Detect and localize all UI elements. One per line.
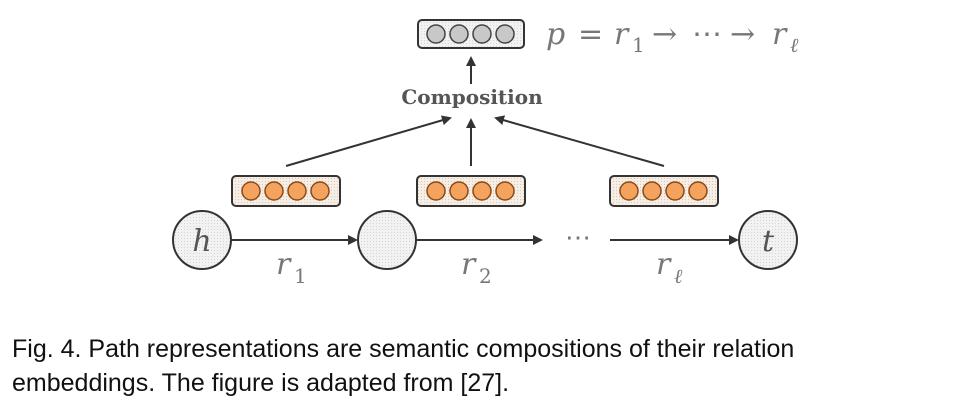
formula-p: p — [546, 17, 565, 52]
arrow-r1-to-composition — [285, 115, 452, 167]
formula-arrow-1: → — [652, 17, 677, 52]
composition-label: Composition — [401, 85, 543, 109]
edge-ellipsis: ⋯ — [565, 223, 591, 253]
node-tail-label: t — [762, 224, 775, 259]
formula-dots: ⋯ — [692, 17, 722, 52]
edge-r2-label: r — [461, 247, 477, 282]
caption-line-2: embeddings. The figure is adapted from [… — [12, 369, 510, 397]
caption-line-1: Fig. 4. Path representations are semanti… — [12, 335, 795, 363]
node-intermediate — [357, 210, 417, 270]
relation-embedding-rl — [609, 175, 719, 207]
formula-arrow-2: → — [730, 17, 755, 52]
node-head-label: h — [192, 224, 211, 259]
formula-equals: = — [578, 17, 603, 52]
path-formula: p = r 1 → ⋯ → r ℓ — [546, 17, 799, 57]
relation-embedding-r1 — [231, 175, 341, 207]
diagram-canvas: p = r 1 → ⋯ → r ℓ Composition — [172, 17, 799, 288]
formula-rl-sub: ℓ — [790, 33, 799, 57]
node-head: h — [172, 210, 232, 270]
relation-embedding-r2 — [416, 175, 526, 207]
node-tail: t — [738, 210, 798, 270]
edge-r1-label: r — [276, 247, 292, 282]
edge-r2-sub: 2 — [479, 264, 492, 288]
arrow-rl-to-composition — [494, 115, 665, 167]
figure-caption: Fig. 4. Path representations are semanti… — [12, 332, 972, 400]
formula-r1: r — [614, 17, 630, 52]
formula-r1-sub: 1 — [632, 33, 645, 57]
edge-r1-sub: 1 — [294, 264, 307, 288]
edge-labels: r 1 r 2 r ℓ — [276, 247, 683, 288]
formula-rl: r — [772, 17, 788, 52]
edge-rl-label: r — [656, 247, 672, 282]
edge-rl-sub: ℓ — [674, 264, 683, 288]
path-embedding-vector — [417, 19, 525, 49]
